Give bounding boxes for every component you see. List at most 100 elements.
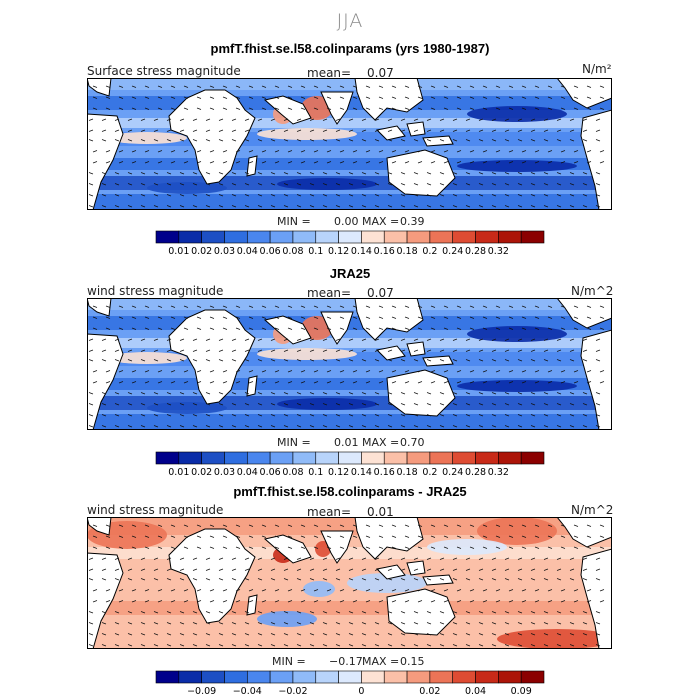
land-outline (406, 341, 426, 357)
wind-arrow (248, 150, 254, 153)
wind-arrow (339, 546, 345, 549)
wind-arrow (547, 316, 553, 319)
land-outline (246, 594, 258, 616)
wind-arrow (244, 568, 250, 571)
wind-arrow (287, 85, 293, 88)
wind-arrow (569, 338, 575, 341)
wind-arrow (326, 305, 332, 308)
wind-arrow (452, 578, 458, 581)
wind-arrow (101, 578, 107, 581)
wind-arrow (547, 85, 553, 88)
wind-arrow (543, 359, 549, 362)
wind-arrow (127, 338, 133, 341)
wind-arrow (413, 349, 419, 352)
wind-arrow (547, 381, 553, 384)
wind-arrow (426, 568, 432, 571)
wind-arrow (105, 370, 111, 373)
wind-arrow (452, 338, 458, 341)
wind-arrow (599, 381, 605, 384)
colorbar-tick-label: 0.08 (282, 467, 303, 478)
wind-arrow (595, 578, 601, 581)
wind-arrow (439, 183, 445, 186)
wind-arrow (573, 327, 579, 330)
wind-arrow (157, 381, 163, 384)
wind-arrow (573, 96, 579, 99)
wind-arrow (205, 338, 211, 341)
wind-arrow (296, 568, 302, 571)
wind-arrow (517, 129, 523, 132)
wind-arrow (192, 414, 198, 417)
contour-blob (257, 348, 357, 360)
wind-arrow (517, 139, 523, 142)
wind-arrow (283, 644, 289, 647)
wind-arrow (144, 107, 150, 110)
wind-arrow (465, 622, 471, 625)
wind-arrow (274, 327, 280, 330)
wind-arrow (270, 118, 276, 121)
wind-arrow (439, 172, 445, 175)
wind-arrow (248, 305, 254, 308)
wind-arrow (313, 370, 319, 373)
wind-arrow (569, 568, 575, 571)
wind-arrow (144, 327, 150, 330)
wind-arrow (179, 644, 185, 647)
wind-arrow (387, 338, 393, 341)
wind-arrow (387, 557, 393, 560)
wind-arrow (556, 205, 562, 208)
wind-arrow (543, 622, 549, 625)
wind-arrow (374, 403, 380, 406)
wind-arrow (283, 349, 289, 352)
wind-arrow (309, 338, 315, 341)
wind-arrow (482, 150, 488, 153)
wind-arrow (339, 150, 345, 153)
wind-arrow (465, 118, 471, 121)
wind-arrow (569, 622, 575, 625)
panel-3-mean-label: mean= (307, 505, 352, 519)
wind-arrow (309, 129, 315, 132)
wind-arrow (192, 359, 198, 362)
wind-arrow (296, 425, 302, 428)
wind-arrow (426, 633, 432, 636)
colorbar-swatch (429, 670, 454, 684)
wind-arrow (456, 546, 462, 549)
wind-arrow (270, 557, 276, 560)
wind-arrow (283, 338, 289, 341)
wind-arrow (400, 194, 406, 197)
colorbar-swatch (406, 230, 431, 244)
wind-arrow (391, 161, 397, 164)
wind-arrow (378, 546, 384, 549)
wind-arrow (586, 535, 592, 538)
wind-arrow (443, 589, 449, 592)
wind-arrow (439, 414, 445, 417)
colorbar-swatch (383, 230, 408, 244)
wind-arrow (348, 118, 354, 121)
wind-arrow (335, 129, 341, 132)
wind-arrow (426, 183, 432, 186)
wind-arrow (556, 172, 562, 175)
wind-arrow (387, 172, 393, 175)
wind-arrow (300, 524, 306, 527)
wind-arrow (465, 611, 471, 614)
wind-arrow (400, 425, 406, 428)
wind-arrow (131, 96, 137, 99)
wind-arrow (322, 568, 328, 571)
wind-arrow (235, 327, 241, 330)
wind-arrow (257, 172, 263, 175)
wind-arrow (521, 150, 527, 153)
wind-arrow (218, 205, 224, 208)
wind-arrow (235, 546, 241, 549)
wind-arrow (582, 633, 588, 636)
contour-blob (497, 629, 612, 649)
wind-arrow (296, 194, 302, 197)
wind-arrow (170, 150, 176, 153)
wind-arrow (170, 161, 176, 164)
wind-arrow (339, 96, 345, 99)
wind-arrow (231, 414, 237, 417)
wind-arrow (166, 183, 172, 186)
wind-arrow (365, 85, 371, 88)
wind-arrow (339, 327, 345, 330)
wind-arrow (543, 194, 549, 197)
wind-arrow (244, 557, 250, 560)
wind-arrow (257, 338, 263, 341)
panel-3-mean-value: 0.01 (367, 505, 394, 519)
